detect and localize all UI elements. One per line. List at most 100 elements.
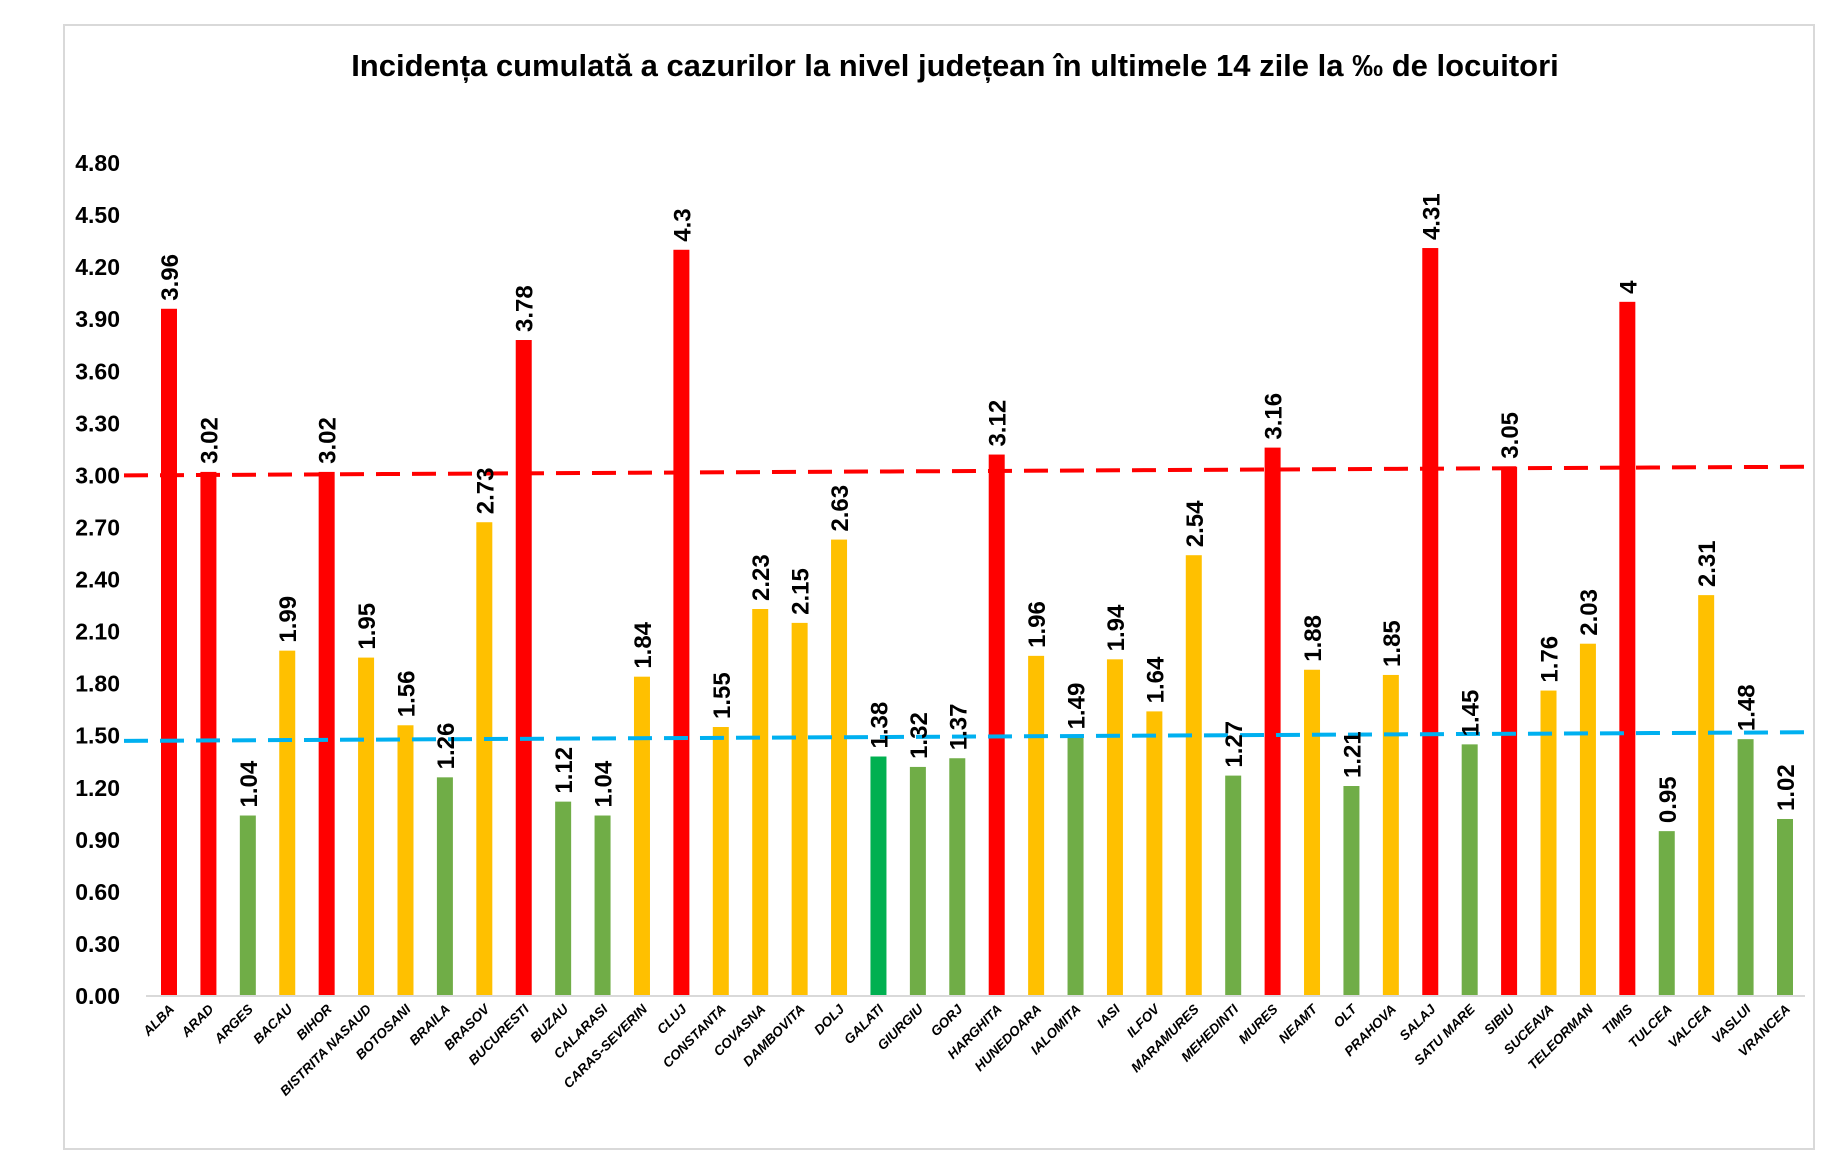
y-tick-label: 3.30 xyxy=(75,410,120,436)
x-tick-label: MURES xyxy=(1236,1002,1281,1047)
data-label: 0.95 xyxy=(1655,776,1682,823)
bar xyxy=(1067,737,1084,996)
data-label: 1.84 xyxy=(630,621,657,668)
bar xyxy=(1619,301,1636,996)
bar xyxy=(200,471,217,996)
bar xyxy=(476,522,493,996)
data-label: 3.78 xyxy=(512,285,539,332)
bar xyxy=(594,815,611,996)
data-label: 1.56 xyxy=(393,671,420,718)
data-label: 3.12 xyxy=(985,400,1012,447)
x-tick-label: NEAMT xyxy=(1276,1000,1322,1046)
x-tick-label: MARAMURES xyxy=(1128,1002,1202,1076)
chart-frame xyxy=(63,24,1815,1150)
bar xyxy=(988,454,1005,996)
data-label: 1.32 xyxy=(906,712,933,759)
x-tick-label: SIBIU xyxy=(1481,1001,1518,1038)
bar xyxy=(1304,669,1321,996)
bar xyxy=(279,650,296,996)
y-tick-label: 0.60 xyxy=(75,879,120,905)
data-label: 1.26 xyxy=(433,723,460,770)
data-label: 1.02 xyxy=(1773,764,1800,811)
y-tick-label: 3.00 xyxy=(75,462,120,488)
data-label: 1.04 xyxy=(236,760,263,807)
bar xyxy=(1225,775,1242,996)
data-label: 1.38 xyxy=(866,702,893,749)
x-tick-label: OLT xyxy=(1331,1000,1361,1030)
data-label: 3.02 xyxy=(315,417,342,464)
x-tick-label: ARAD xyxy=(178,1001,217,1040)
data-labels: 3.96 3.02 1.04 1.99 3.02 1.95 1.56 1.26 2.73 3.78… xyxy=(157,193,1800,823)
chart-title: Incidența cumulată a cazurilor la nivel … xyxy=(351,48,1559,83)
bar xyxy=(161,308,177,996)
data-label: 3.16 xyxy=(1261,393,1288,440)
x-tick-label: IASI xyxy=(1094,1001,1123,1030)
bar xyxy=(1698,595,1715,996)
bar xyxy=(1540,690,1557,996)
data-label: 2.73 xyxy=(472,468,499,515)
bar xyxy=(712,727,729,996)
data-label: 1.88 xyxy=(1300,615,1327,662)
bar xyxy=(673,249,690,997)
data-label: 3.02 xyxy=(196,417,223,464)
bar xyxy=(752,609,769,996)
bar xyxy=(436,777,453,996)
data-label: 2.54 xyxy=(1182,500,1209,547)
bar xyxy=(1343,786,1360,996)
data-label: 4.31 xyxy=(1418,193,1445,240)
y-tick-label: 1.50 xyxy=(75,723,120,749)
data-label: 1.85 xyxy=(1379,620,1406,667)
bar xyxy=(515,340,532,996)
data-label: 1.94 xyxy=(1103,604,1130,651)
data-label: 1.49 xyxy=(1064,683,1091,730)
data-label: 2.63 xyxy=(827,485,854,532)
data-label: 1.64 xyxy=(1142,656,1169,703)
bar xyxy=(318,471,335,996)
x-tick-label: CLUJ xyxy=(654,1001,690,1037)
bar xyxy=(1146,711,1163,996)
bar xyxy=(949,758,966,996)
data-label: 1.45 xyxy=(1458,690,1485,737)
bar xyxy=(1106,659,1123,996)
bar xyxy=(1658,831,1675,996)
x-tick-label: TIMIS xyxy=(1599,1002,1635,1038)
data-label: 3.96 xyxy=(157,254,184,301)
data-label: 1.27 xyxy=(1221,721,1248,768)
x-tick-label: GORJ xyxy=(928,1001,966,1039)
data-label: 1.96 xyxy=(1024,601,1051,648)
data-label: 1.48 xyxy=(1734,684,1761,731)
bar xyxy=(397,725,414,996)
y-tick-label: 4.80 xyxy=(75,150,120,176)
y-tick-label: 2.10 xyxy=(75,619,120,645)
reference-line xyxy=(123,730,1816,743)
bar xyxy=(358,657,375,996)
x-tick-label: DOLJ xyxy=(811,1001,847,1037)
data-label: 1.55 xyxy=(709,672,736,719)
bar xyxy=(1028,655,1045,996)
x-tick-label: ALBA xyxy=(139,1002,177,1040)
data-label: 1.37 xyxy=(945,704,972,751)
data-label: 4.3 xyxy=(669,208,696,241)
bar xyxy=(1737,739,1754,996)
bar xyxy=(1422,248,1439,997)
y-tick-label: 4.20 xyxy=(75,254,120,280)
bar xyxy=(1382,674,1399,996)
data-label: 4 xyxy=(1615,280,1642,294)
data-label: 2.23 xyxy=(748,554,775,601)
y-tick-label: 0.30 xyxy=(75,931,120,957)
bar xyxy=(1501,466,1518,997)
reference-lines xyxy=(123,464,1816,743)
bar xyxy=(239,815,256,996)
bar xyxy=(555,801,572,996)
y-tick-label: 0.00 xyxy=(75,983,120,1009)
bar xyxy=(1461,744,1478,996)
bar xyxy=(1185,555,1202,996)
data-label: 2.31 xyxy=(1694,540,1721,587)
data-label: 2.15 xyxy=(788,568,815,615)
data-label: 1.76 xyxy=(1537,636,1564,683)
x-tick-label: VALCEA xyxy=(1665,1002,1714,1051)
x-tick-label: ARGES xyxy=(211,1002,256,1047)
bar xyxy=(831,539,848,996)
bar xyxy=(1777,818,1793,996)
